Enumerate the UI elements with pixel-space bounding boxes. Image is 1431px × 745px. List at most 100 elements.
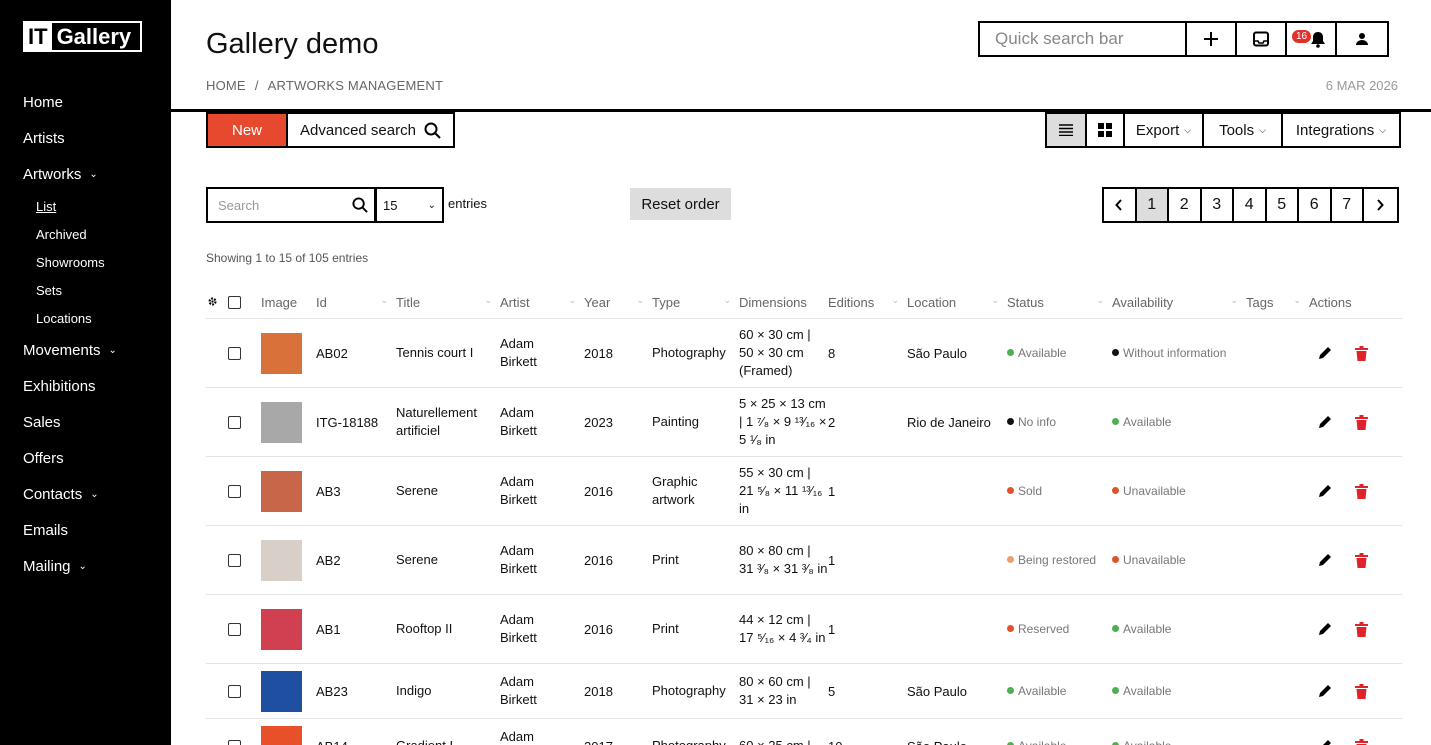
app-logo[interactable]: IT Gallery bbox=[23, 21, 142, 52]
availability-label: Unavailable bbox=[1123, 484, 1186, 498]
availability-dot bbox=[1112, 487, 1119, 494]
sidebar-item-artists[interactable]: Artists bbox=[23, 120, 163, 156]
advanced-search-button[interactable]: Advanced search bbox=[288, 114, 453, 146]
table-row[interactable]: AB23 Indigo Adam Birkett 2018 Photograph… bbox=[206, 664, 1402, 719]
delete-icon[interactable] bbox=[1355, 621, 1368, 637]
sidebar-item-offers[interactable]: Offers bbox=[23, 440, 163, 476]
add-button[interactable] bbox=[1187, 23, 1237, 55]
page-button[interactable]: 6 bbox=[1299, 189, 1332, 221]
edit-icon[interactable] bbox=[1317, 345, 1333, 361]
notifications-button[interactable]: 16 bbox=[1287, 23, 1337, 55]
breadcrumb-home[interactable]: HOME bbox=[206, 78, 246, 93]
row-checkbox[interactable] bbox=[228, 684, 261, 698]
header-tags[interactable]: Tags ⌄ bbox=[1246, 295, 1309, 310]
select-all-checkbox[interactable] bbox=[228, 295, 261, 309]
delete-icon[interactable] bbox=[1355, 345, 1368, 361]
integrations-dropdown[interactable]: Integrations ⌵ bbox=[1283, 114, 1399, 146]
table-row[interactable]: AB1 Rooftop II Adam Birkett 2016 Print 4… bbox=[206, 595, 1402, 664]
table-row[interactable]: AB14 Gradient I Adam Birkett 2017 Photog… bbox=[206, 719, 1402, 745]
availability-dot bbox=[1112, 687, 1119, 694]
header-title[interactable]: Title ⌄ bbox=[396, 295, 500, 310]
row-checkbox[interactable] bbox=[228, 622, 261, 636]
sidebar-item-movements[interactable]: Movements ⌄ bbox=[23, 332, 163, 368]
edit-icon[interactable] bbox=[1317, 483, 1333, 499]
user-account-button[interactable] bbox=[1337, 23, 1387, 55]
header-editions[interactable]: Editions ⌄ bbox=[828, 295, 907, 310]
row-checkbox[interactable] bbox=[228, 346, 261, 360]
table-row[interactable]: AB2 Serene Adam Birkett 2016 Print 80 × … bbox=[206, 526, 1402, 595]
sidebar-subitem-list[interactable]: List bbox=[36, 198, 57, 214]
page-button[interactable]: 3 bbox=[1202, 189, 1234, 221]
next-page-button[interactable] bbox=[1364, 189, 1397, 221]
sidebar-subitem-archived[interactable]: Archived bbox=[36, 226, 87, 242]
edit-icon[interactable] bbox=[1317, 683, 1333, 699]
quick-search-input[interactable]: Quick search bar bbox=[980, 23, 1187, 55]
row-checkbox[interactable] bbox=[228, 415, 261, 429]
artwork-thumbnail[interactable] bbox=[261, 539, 316, 581]
sidebar-subitem-showrooms[interactable]: Showrooms bbox=[36, 254, 105, 270]
delete-icon[interactable] bbox=[1355, 414, 1368, 430]
artwork-thumbnail[interactable] bbox=[261, 470, 316, 512]
availability-label: Available bbox=[1123, 415, 1172, 429]
edit-icon[interactable] bbox=[1317, 738, 1333, 745]
entries-per-page-select[interactable]: 15 ⌄ bbox=[375, 187, 444, 223]
header-label: Year bbox=[584, 294, 611, 310]
header-availability[interactable]: Availability ⌄ bbox=[1112, 295, 1246, 310]
page-button[interactable]: 5 bbox=[1267, 189, 1299, 221]
cell-editions: 1 bbox=[828, 483, 836, 499]
list-icon bbox=[1059, 124, 1073, 136]
table-search-input[interactable]: Search bbox=[206, 187, 376, 223]
table-row[interactable]: AB02 Tennis court I Adam Birkett 2018 Ph… bbox=[206, 319, 1402, 388]
artwork-thumbnail[interactable] bbox=[261, 332, 316, 374]
sidebar-item-artworks[interactable]: Artworks ⌄ bbox=[23, 156, 163, 192]
page-button[interactable]: 1 bbox=[1136, 189, 1169, 221]
header-artist[interactable]: Artist ⌄ bbox=[500, 295, 584, 310]
delete-icon[interactable] bbox=[1355, 683, 1368, 699]
breadcrumb: HOME / ARTWORKS MANAGEMENT bbox=[206, 78, 443, 93]
cell-status: Reserved bbox=[1007, 622, 1112, 636]
sidebar-subitem-locations[interactable]: Locations bbox=[36, 310, 92, 326]
page-button[interactable]: 7 bbox=[1332, 189, 1364, 221]
sidebar-item-contacts[interactable]: Contacts ⌄ bbox=[23, 476, 163, 512]
header-status[interactable]: Status ⌄ bbox=[1007, 295, 1112, 310]
artwork-thumbnail[interactable] bbox=[261, 725, 316, 745]
header-type[interactable]: Type ⌄ bbox=[652, 295, 739, 310]
row-checkbox[interactable] bbox=[228, 553, 261, 567]
delete-icon[interactable] bbox=[1355, 738, 1368, 745]
page-button[interactable]: 2 bbox=[1169, 189, 1202, 221]
edit-icon[interactable] bbox=[1317, 414, 1333, 430]
grid-view-button[interactable] bbox=[1087, 114, 1125, 146]
artwork-thumbnail[interactable] bbox=[261, 670, 316, 712]
page-button[interactable]: 4 bbox=[1234, 189, 1267, 221]
header-year[interactable]: Year ⌄ bbox=[584, 295, 652, 310]
row-checkbox[interactable] bbox=[228, 484, 261, 498]
sidebar-item-mailing[interactable]: Mailing ⌄ bbox=[23, 548, 163, 584]
header-id[interactable]: Id ⌄ bbox=[316, 295, 396, 310]
header-location[interactable]: Location ⌄ bbox=[907, 295, 1007, 310]
table-row[interactable]: ITG-18188 Naturellement artificiel Adam … bbox=[206, 388, 1402, 457]
prev-page-button[interactable] bbox=[1104, 189, 1137, 221]
sidebar-subitem-sets[interactable]: Sets bbox=[36, 282, 63, 298]
sidebar-item-emails[interactable]: Emails bbox=[23, 512, 163, 548]
column-settings-button[interactable] bbox=[206, 295, 228, 310]
sidebar-item-exhibitions[interactable]: Exhibitions bbox=[23, 368, 163, 404]
export-dropdown[interactable]: Export ⌵ bbox=[1125, 114, 1204, 146]
inbox-button[interactable] bbox=[1237, 23, 1287, 55]
row-checkbox[interactable] bbox=[228, 739, 261, 745]
tools-dropdown[interactable]: Tools ⌵ bbox=[1204, 114, 1283, 146]
artwork-thumbnail[interactable] bbox=[261, 401, 316, 443]
cell-artist: Adam Birkett bbox=[500, 543, 537, 576]
reset-order-button[interactable]: Reset order bbox=[630, 188, 731, 220]
sidebar-item-home[interactable]: Home bbox=[23, 84, 163, 120]
edit-icon[interactable] bbox=[1317, 552, 1333, 568]
table-row[interactable]: AB3 Serene Adam Birkett 2016 Graphic art… bbox=[206, 457, 1402, 526]
cell-actions bbox=[1309, 738, 1389, 745]
thumbnail-image bbox=[261, 401, 302, 443]
list-view-button[interactable] bbox=[1047, 114, 1087, 146]
delete-icon[interactable] bbox=[1355, 483, 1368, 499]
delete-icon[interactable] bbox=[1355, 552, 1368, 568]
sidebar-item-sales[interactable]: Sales bbox=[23, 404, 163, 440]
new-button[interactable]: New bbox=[208, 114, 288, 146]
artwork-thumbnail[interactable] bbox=[261, 608, 316, 650]
edit-icon[interactable] bbox=[1317, 621, 1333, 637]
